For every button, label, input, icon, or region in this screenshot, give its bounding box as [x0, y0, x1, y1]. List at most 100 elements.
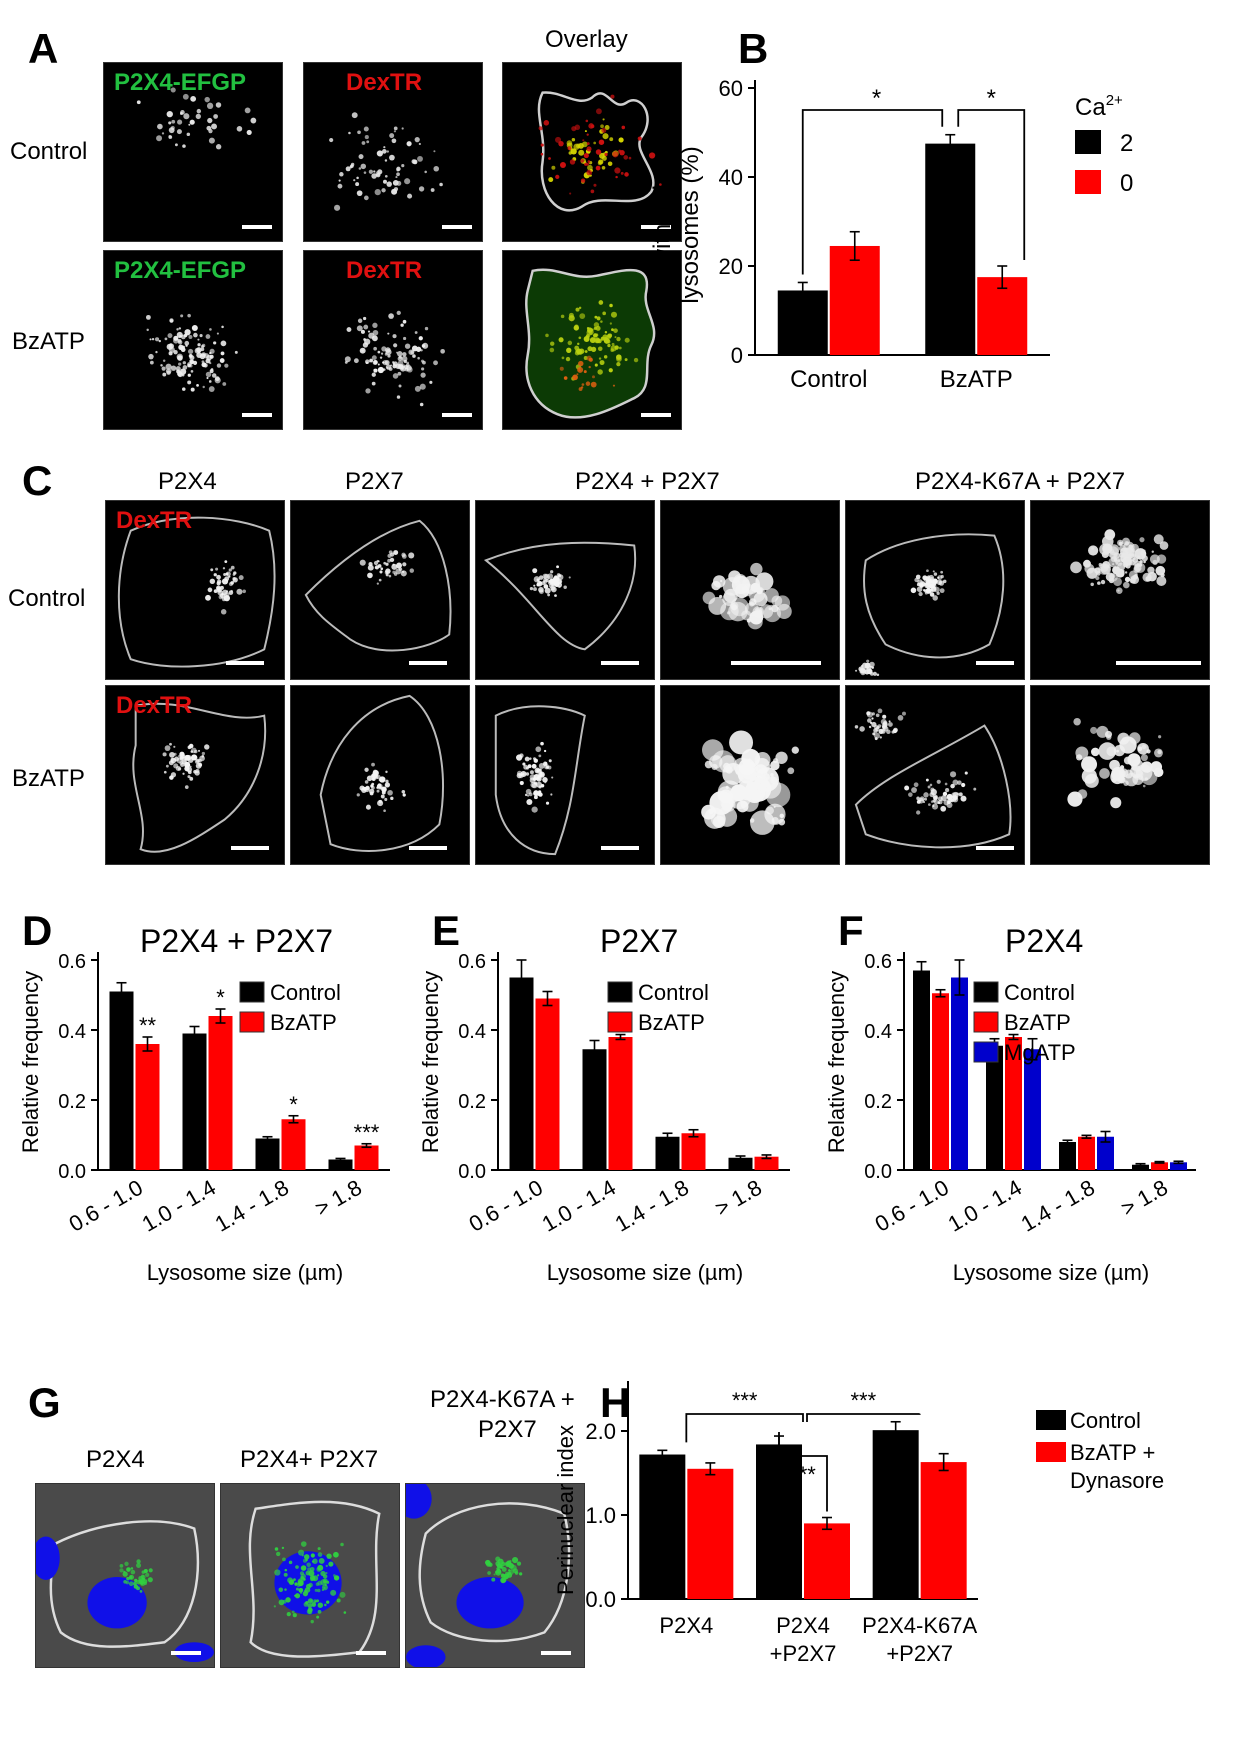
fluorescent-puncta	[868, 725, 872, 729]
fluorescent-puncta	[162, 372, 167, 377]
micrograph-c-control-k67a-graphic	[863, 533, 1005, 659]
fluorescent-puncta	[946, 793, 953, 801]
fluorescent-puncta	[406, 141, 412, 147]
fluorescent-puncta	[586, 355, 592, 361]
fluorescent-puncta	[196, 108, 202, 114]
fluorescent-puncta	[209, 578, 216, 585]
fluorescent-puncta	[531, 806, 538, 813]
x-tick-label: P2X4	[659, 1613, 713, 1638]
fluorescent-puncta	[888, 720, 891, 723]
fluorescent-puncta	[578, 360, 584, 367]
fluorescent-puncta	[190, 370, 194, 373]
fluorescent-puncta	[556, 565, 559, 569]
fluorescent-puncta	[389, 133, 395, 139]
fluorescent-puncta	[384, 797, 388, 801]
fluorescent-puncta	[875, 713, 880, 718]
fluorescent-puncta	[595, 149, 602, 155]
fluorescent-puncta	[1158, 735, 1162, 739]
fluorescent-puncta	[578, 306, 582, 310]
fluorescent-puncta	[926, 569, 929, 573]
fluorescent-puncta	[181, 334, 186, 340]
fluorescent-puncta	[156, 135, 163, 142]
y-tick-label: 0.4	[458, 1021, 486, 1043]
fluorescent-puncta	[176, 328, 179, 331]
fluorescent-puncta	[230, 565, 235, 570]
fluorescent-puncta	[1095, 575, 1100, 581]
fluorescent-puncta	[566, 140, 573, 146]
fluorescent-puncta	[368, 169, 374, 174]
fluorescent-puncta	[568, 576, 571, 579]
fluorescent-puncta	[400, 323, 404, 327]
fluorescent-puncta	[610, 94, 615, 99]
fluorescent-puncta	[1112, 563, 1115, 566]
legend-label: Control	[1070, 1408, 1141, 1433]
fluorescent-puncta	[299, 1571, 305, 1576]
bar	[986, 1045, 1003, 1170]
significance-mark: *	[987, 85, 996, 112]
fluorescent-puncta	[391, 138, 397, 144]
fluorescent-puncta	[936, 591, 940, 595]
bar	[977, 277, 1028, 355]
fluorescent-puncta	[164, 337, 168, 341]
fluorescent-puncta	[1133, 562, 1136, 566]
fluorescent-puncta	[596, 316, 601, 321]
micrograph-a-bzatp-p2x4-graphic	[145, 313, 238, 392]
y-axis-label-line: lysosomes (%)	[677, 146, 704, 303]
fluorescent-puncta	[295, 1587, 299, 1591]
fluorescent-puncta	[499, 1566, 503, 1569]
column-title-p2x4-k67a-line2: P2X7	[478, 1416, 537, 1443]
panel-label-g: G	[28, 1379, 61, 1426]
bar	[208, 1016, 233, 1170]
fluorescent-puncta	[600, 320, 603, 323]
fluorescent-puncta	[186, 132, 191, 137]
fluorescent-puncta	[187, 745, 192, 750]
fluorescent-puncta	[960, 795, 967, 802]
legend-label: Control	[1004, 980, 1075, 1005]
fluorescent-puncta	[371, 372, 376, 377]
fluorescent-puncta	[372, 777, 375, 781]
fluorescent-puncta	[529, 586, 534, 591]
fluorescent-puncta	[184, 340, 190, 346]
fluorescent-puncta	[357, 130, 361, 135]
scale-bar	[641, 413, 671, 417]
micrograph-c-control-p2x4-dots	[205, 560, 246, 615]
fluorescent-puncta	[922, 589, 926, 592]
fluorescent-puncta	[382, 359, 388, 366]
fluorescent-puncta	[351, 112, 358, 119]
fluorescent-puncta	[278, 1587, 284, 1593]
fluorescent-puncta	[206, 102, 214, 109]
fluorescent-puncta	[333, 1575, 340, 1581]
fluorescent-puncta	[778, 818, 786, 826]
fluorescent-puncta	[179, 368, 187, 375]
fluorescent-puncta	[1098, 562, 1103, 567]
fluorescent-puncta	[308, 1570, 315, 1577]
x-tick-label: 1.4 - 1.8	[611, 1175, 693, 1237]
fluorescent-puncta	[393, 343, 398, 348]
fluorescent-puncta	[318, 1558, 325, 1564]
fluorescent-puncta	[391, 188, 398, 195]
fluorescent-puncta	[162, 752, 167, 757]
fluorescent-puncta	[151, 337, 155, 341]
fluorescent-puncta	[292, 1613, 297, 1618]
fluorescent-puncta	[203, 353, 210, 359]
fluorescent-puncta	[1140, 550, 1146, 556]
fluorescent-puncta	[544, 761, 548, 766]
fluorescent-puncta	[222, 382, 227, 386]
fluorescent-puncta	[333, 1574, 336, 1577]
fluorescent-puncta	[301, 1554, 304, 1557]
fluorescent-puncta	[178, 327, 182, 330]
fluorescent-puncta	[401, 570, 405, 573]
fluorescent-puncta	[145, 314, 151, 320]
panel-label-a: A	[28, 25, 59, 72]
chart-e-svg: 0.0 0.2 0.4 0.6 0.6 - 1.01.0 - 1.41.4 - 1.8 >…	[418, 951, 790, 1285]
fluorescent-puncta	[568, 151, 573, 155]
fluorescent-puncta	[928, 803, 931, 806]
fluorescent-puncta	[612, 384, 616, 387]
fluorescent-puncta	[379, 356, 383, 359]
fluorescent-puncta	[180, 110, 185, 115]
fluorescent-puncta	[382, 361, 385, 364]
fluorescent-puncta	[171, 119, 176, 124]
fluorescent-puncta	[182, 93, 189, 100]
fluorescent-puncta	[598, 139, 605, 145]
fluorescent-puncta	[540, 143, 544, 147]
